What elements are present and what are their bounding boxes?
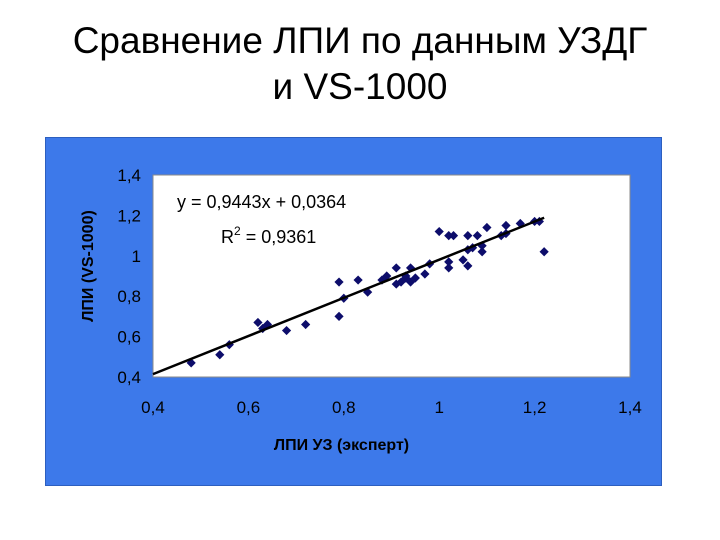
data-point xyxy=(515,218,525,229)
x-tick-label: 0,6 xyxy=(237,398,261,417)
data-point xyxy=(434,226,444,237)
x-tick-label: 0,8 xyxy=(332,398,356,417)
y-tick-label: 1,4 xyxy=(117,166,141,185)
slide-title-line-2: и VS-1000 xyxy=(272,66,448,107)
trendline-equation: y = 0,9443x + 0,0364 xyxy=(177,192,346,212)
x-tick-label: 0,4 xyxy=(141,398,165,417)
y-axis-title: ЛПИ (VS-1000) xyxy=(80,210,97,322)
chart-panel: 0,4 0,6 0,8 1 1,2 1,4 0,4 0,6 0,8 1 1,2 1,4 y = 0,9… xyxy=(45,137,662,486)
slide-title-line-1: Сравнение ЛПИ по данным УЗДГ xyxy=(72,20,648,61)
data-point xyxy=(444,231,454,241)
data-point xyxy=(377,275,387,285)
data-point xyxy=(482,222,492,233)
x-axis-title: ЛПИ УЗ (эксперт) xyxy=(274,437,409,454)
r-squared-superscript: 2 xyxy=(234,224,241,238)
trendline xyxy=(152,216,545,376)
r-squared-label: R2 = 0,9361 xyxy=(221,224,316,247)
data-point xyxy=(501,220,511,231)
scatter-chart: 0,4 0,6 0,8 1 1,2 1,4 0,4 0,6 0,8 1 1,2 1,4 y = 0,9… xyxy=(80,166,642,454)
slide-title: Сравнение ЛПИ по данным УЗДГ и VS-1000 xyxy=(0,18,720,110)
data-point xyxy=(539,247,549,257)
y-tick-label: 0,6 xyxy=(117,328,141,347)
y-tick-label: 0,8 xyxy=(117,287,141,306)
data-point xyxy=(396,277,406,287)
r-squared-symbol: R xyxy=(221,227,234,247)
data-point xyxy=(410,273,420,283)
data-point xyxy=(472,231,482,241)
x-tick-label: 1 xyxy=(434,398,443,417)
data-point xyxy=(281,325,292,336)
data-point xyxy=(467,243,478,253)
data-point xyxy=(334,277,344,287)
x-tick-label: 1,4 xyxy=(618,398,642,417)
x-tick-label: 1,2 xyxy=(523,398,547,417)
axis-ticks: 0,4 0,6 0,8 1 1,2 1,4 0,4 0,6 0,8 1 1,2 1,4 xyxy=(117,166,641,417)
data-point xyxy=(448,231,459,241)
data-point xyxy=(405,277,416,287)
data-point xyxy=(463,231,473,241)
data-point xyxy=(253,317,263,328)
data-point xyxy=(334,311,344,321)
y-tick-label: 1,2 xyxy=(117,206,141,225)
data-point xyxy=(477,247,487,257)
y-tick-label: 1 xyxy=(132,247,141,266)
data-point xyxy=(382,271,392,281)
y-tick-label: 0,4 xyxy=(117,368,141,387)
r-squared-value: = 0,9361 xyxy=(241,227,317,247)
data-point xyxy=(363,287,373,297)
